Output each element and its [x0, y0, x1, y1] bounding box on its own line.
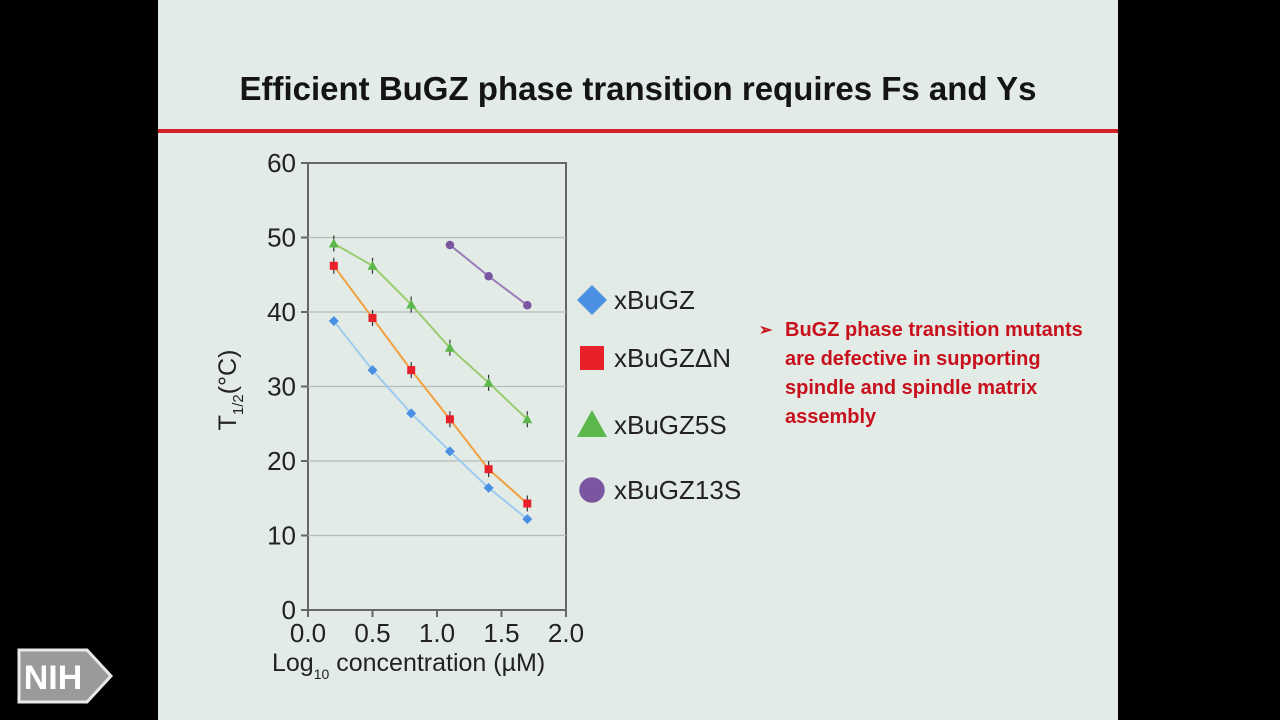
title-rule [158, 129, 1118, 133]
data-point [444, 342, 455, 352]
data-point [444, 446, 455, 457]
data-point [368, 313, 377, 322]
data-point [367, 260, 378, 270]
legend-label: xBuGZ [614, 285, 695, 315]
legend-marker [580, 346, 604, 370]
data-point [406, 299, 417, 309]
x-ticks: 0.0 0.5 1.0 1.5 2.0 [290, 610, 584, 648]
y-tick-label: 50 [267, 223, 296, 253]
legend-marker [577, 410, 607, 437]
y-tick-label: 20 [267, 446, 296, 476]
x-tick-label: 0.5 [354, 618, 390, 648]
data-point [445, 240, 455, 250]
slide: Efficient BuGZ phase transition requires… [158, 0, 1118, 720]
data-point [522, 414, 533, 424]
data-point [407, 366, 416, 375]
y-tick-label: 30 [267, 372, 296, 402]
data-point [484, 271, 493, 281]
bullet-text: BuGZ phase transition mutants are defect… [785, 319, 1083, 428]
legend-label: xBuGZ5S [614, 410, 727, 440]
series-line [333, 242, 528, 421]
series-lines [332, 242, 528, 520]
data-point [522, 514, 533, 525]
series-line [333, 320, 528, 520]
data-point [328, 315, 339, 326]
data-point [329, 261, 338, 270]
x-tick-label: 1.5 [483, 618, 519, 648]
data-point [406, 408, 417, 419]
data-point [483, 482, 494, 493]
legend-marker [579, 477, 605, 503]
y-tick-label: 60 [267, 148, 296, 178]
t-half-vs-concentration-chart: 0 10 20 30 40 50 60 0.0 0.5 1.0 1.5 2.0 T1/2(°C) L… [214, 148, 741, 682]
legend-label: xBuGZ13S [614, 475, 741, 505]
data-point [367, 365, 378, 376]
x-axis-title: Log10 concentration (µM) [272, 649, 545, 682]
series-line [332, 265, 528, 505]
bullet-arrow-icon: ➢ [759, 322, 773, 339]
y-tick-label: 0 [282, 595, 296, 625]
data-point [483, 377, 494, 387]
y-tick-label: 40 [267, 297, 296, 327]
bullet-point: ➢ BuGZ phase transition mutants are defe… [759, 316, 1085, 432]
data-point [328, 238, 339, 248]
data-point [484, 465, 493, 474]
legend-marker [577, 285, 607, 315]
x-tick-label: 0.0 [290, 618, 326, 648]
slide-title: Efficient BuGZ phase transition requires… [239, 70, 1037, 107]
y-ticks: 0 10 20 30 40 50 60 [267, 148, 308, 625]
legend: xBuGZ xBuGZΔN xBuGZ5S xBuGZ13S [577, 285, 741, 505]
nih-logo-text: NIH [24, 659, 83, 697]
x-tick-label: 1.0 [419, 618, 455, 648]
data-point [445, 415, 454, 424]
series-points [328, 235, 533, 525]
grid-lines [308, 236, 566, 537]
legend-label: xBuGZΔN [614, 343, 731, 373]
y-tick-label: 10 [267, 521, 296, 551]
nih-logo: NIH [17, 648, 114, 704]
data-point [523, 301, 532, 310]
y-axis-title: T1/2(°C) [214, 350, 247, 431]
data-point [523, 499, 532, 508]
x-tick-label: 2.0 [548, 618, 584, 648]
